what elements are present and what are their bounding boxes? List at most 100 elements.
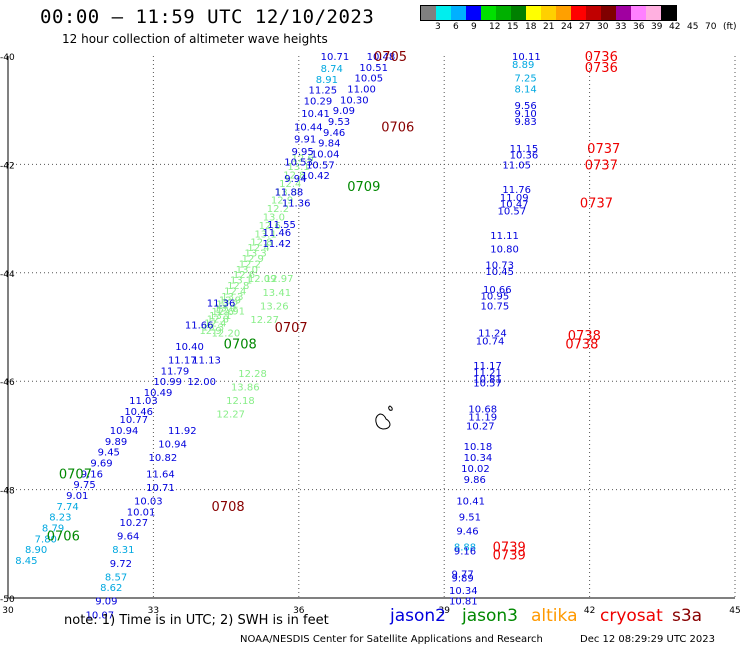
legend-label: 24 (561, 22, 573, 32)
pass-time-label: 0736 (585, 61, 618, 76)
jason3-reading: 12.6 (212, 307, 234, 318)
legend-label: 42 (669, 22, 681, 32)
legend-swatch (451, 6, 466, 20)
wave-height-value: 7.74 (56, 502, 78, 513)
wave-height-value: 8.14 (514, 85, 536, 96)
legend-label: 21 (543, 22, 555, 32)
wave-height-value: 10.27 (466, 422, 495, 433)
pass-time-label: 0736 (585, 50, 618, 65)
jason3-reading: 12.2 (216, 299, 238, 310)
wave-height-value: 10.34 (464, 453, 493, 464)
wave-height-value: 11.17 (168, 356, 197, 367)
legend-label: 12 (489, 22, 501, 32)
wave-height-value: 10.18 (464, 442, 493, 453)
wave-height-value: 11.66 (185, 320, 214, 331)
wave-height-value: 10.11 (512, 52, 541, 63)
credit-line: NOAA/NESDIS Center for Satellite Applica… (240, 634, 543, 645)
wave-height-value: 10.94 (158, 440, 187, 451)
legend-swatch (661, 6, 676, 20)
legend-label: 45 (687, 22, 699, 32)
wave-height-value: 12.27 (250, 315, 279, 326)
pass-time-label: 0738 (565, 337, 598, 352)
jason3-reading: 13.3 (221, 292, 243, 303)
legend-swatch (616, 6, 631, 20)
wave-height-value: 10.44 (294, 122, 323, 133)
wave-height-value: 12.28 (238, 369, 267, 380)
legend-label: 39 (651, 22, 663, 32)
legend-label: (ft) (723, 22, 737, 32)
wave-height-value: 10.95 (481, 292, 510, 303)
legend-swatch (646, 6, 661, 20)
axis-ticks: 30 33 36 39 42 45 -40 -42 -44 -46 -48 -50 (0, 53, 740, 616)
satellite-altika: altika (531, 606, 578, 626)
satellite-jason3: jason3 (462, 606, 518, 626)
pass-time-label: 0737 (585, 158, 618, 173)
wave-height-value: 9.89 (451, 573, 473, 584)
wave-height-value: 12.20 (212, 328, 241, 339)
wave-height-value: 10.46 (124, 407, 153, 418)
wave-height-value: 11.79 (161, 366, 190, 377)
wave-height-value: 13.26 (260, 301, 289, 312)
jason3-reading: 12.4 (204, 318, 226, 329)
map-subtitle: 12 hour collection of altimeter wave hei… (62, 32, 328, 46)
legend-swatch (526, 6, 541, 20)
wave-height-value: 9.46 (456, 526, 478, 537)
jason3-reading: 12.2 (239, 259, 261, 270)
jason3-reading: 13.3 (202, 322, 224, 333)
wave-height-value: 9.72 (110, 559, 132, 570)
wave-height-value: 10.02 (461, 464, 490, 475)
pass-time-label: 0706 (47, 530, 80, 545)
wave-height-value: 11.17 (473, 361, 502, 372)
legend-label: 36 (633, 22, 645, 32)
wave-height-readings: 10.718.748.9111.2510.2910.4110.449.919.9… (15, 52, 540, 621)
jason3-reading: 12.6 (292, 154, 314, 165)
y-tick-label: -44 (0, 270, 15, 280)
wave-height-value: 10.40 (175, 342, 204, 353)
x-tick-label: 33 (148, 606, 159, 616)
pass-time-label: 0707 (59, 467, 92, 482)
wave-height-value: 8.88 (454, 543, 476, 554)
wave-height-value: 8.79 (42, 524, 64, 535)
wave-height-value: 11.46 (262, 228, 291, 239)
wave-height-value: 11.00 (347, 85, 376, 96)
wave-height-value: 10.57 (498, 206, 527, 217)
legend-swatch (586, 6, 601, 20)
marion-island (375, 413, 391, 430)
wave-height-value: 9.53 (328, 117, 350, 128)
wave-height-value: 10.47 (500, 199, 529, 210)
wave-height-value: 9.51 (459, 513, 481, 524)
wave-height-value: 7.80 (35, 534, 57, 545)
legend-label: 27 (579, 22, 591, 32)
jason3-reading: 13.1 (209, 311, 231, 322)
y-tick-label: -40 (0, 53, 15, 63)
legend-label: 70 (705, 22, 717, 32)
wave-height-value: 10.57 (473, 378, 502, 389)
wave-height-value: 10.53 (284, 158, 313, 169)
wave-height-value: 10.45 (485, 267, 514, 278)
map-title: 00:00 – 11:59 UTC 12/10/2023 (40, 6, 375, 28)
wave-height-value: 10.51 (359, 63, 388, 74)
wave-height-value: 9.75 (73, 480, 95, 491)
jason3-reading: 13.0 (214, 303, 236, 314)
wave-height-value: 13.86 (231, 383, 260, 394)
jason3-reading: 12.2 (267, 204, 289, 215)
legend-swatch (421, 6, 436, 20)
wave-height-value: 10.04 (311, 150, 340, 161)
color-scale-labels: 3 6 9 12 15 18 21 24 27 30 33 36 39 42 45 70 (ft) (420, 22, 740, 34)
pass-time-label: 0737 (580, 196, 613, 211)
wave-height-value: 10.94 (110, 426, 139, 437)
wave-height-value: 8.74 (321, 64, 343, 75)
jason3-reading: 13.0 (263, 212, 285, 223)
wave-height-value: 11.92 (168, 426, 197, 437)
wave-height-value: 8.90 (25, 545, 47, 556)
x-tick-label: 39 (438, 606, 450, 616)
wave-height-value: 10.27 (119, 518, 148, 529)
legend-label: 9 (471, 22, 477, 32)
island-outline (375, 405, 393, 430)
legend-swatch (601, 6, 616, 20)
x-tick-label: 42 (584, 606, 595, 616)
jason3-reading: 12.9 (242, 254, 264, 265)
wave-height-value: 9.16 (81, 469, 103, 480)
jason3-reading: 12.8 (227, 281, 249, 292)
legend-swatch (541, 6, 556, 20)
